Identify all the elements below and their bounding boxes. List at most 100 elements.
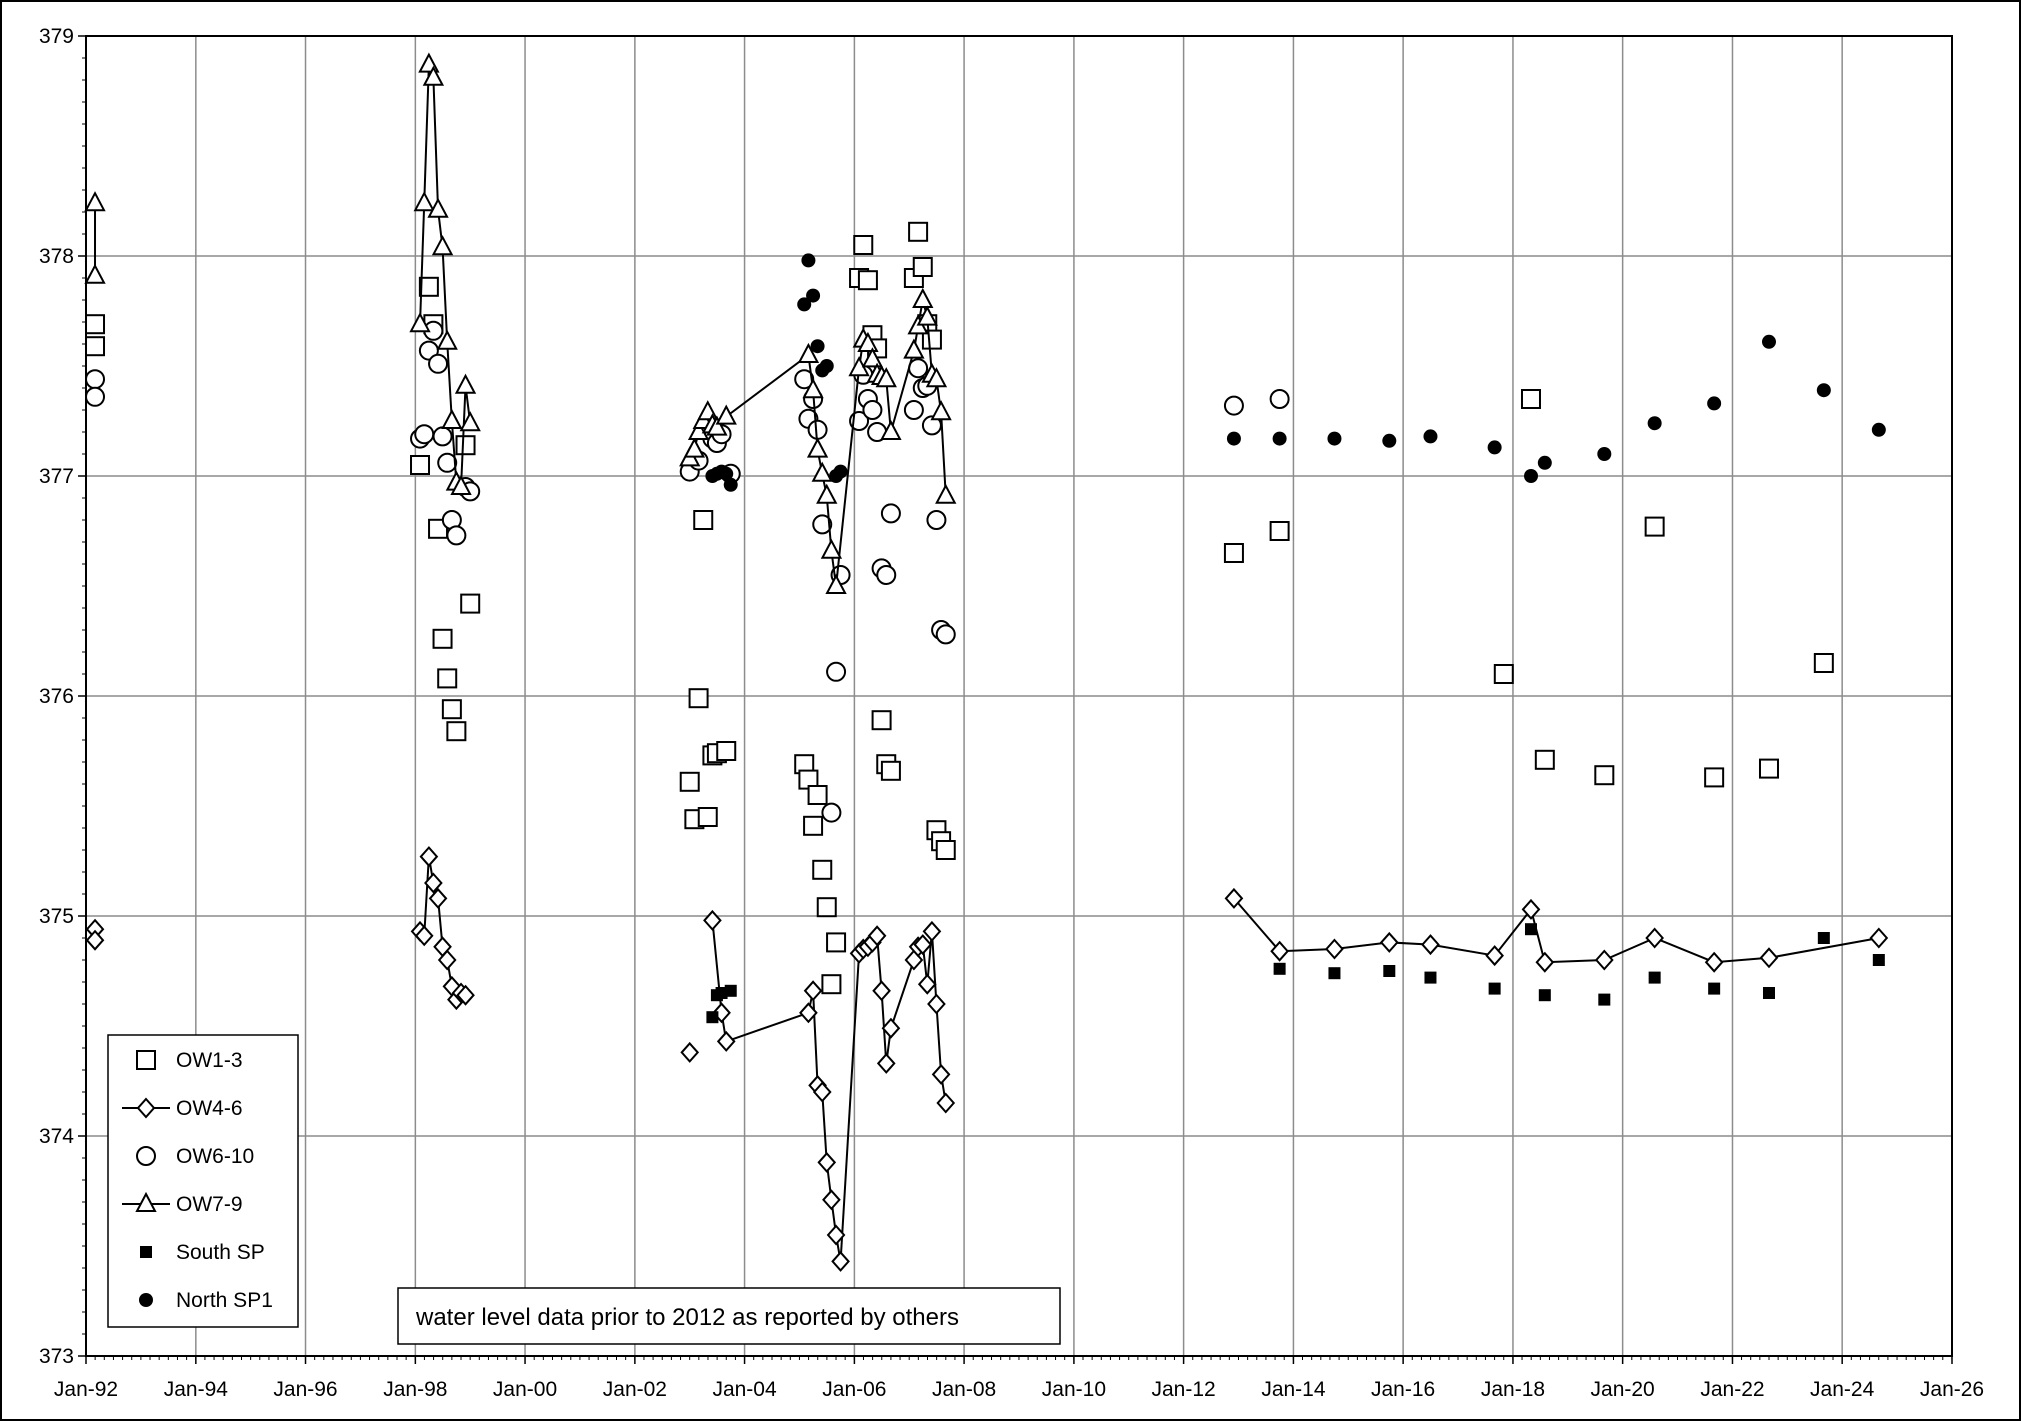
data-point-ow1-3 xyxy=(908,221,929,242)
data-point-north-sp1 xyxy=(810,339,825,354)
data-point-ow7-9 xyxy=(903,338,925,359)
data-point-ow1-3 xyxy=(807,785,828,805)
legend-item-ow1-3: OW1-3 xyxy=(136,1049,243,1072)
data-point-ow4-6 xyxy=(680,1041,700,1063)
x-axis-tick-labels: Jan-92 Jan-94 Jan-96 Jan-98 Jan-00 Jan-02 Jan-… xyxy=(54,1378,1984,1401)
data-point-ow4-6 xyxy=(931,1063,951,1085)
data-point-ow6-10 xyxy=(812,514,833,535)
data-point-ow1-3 xyxy=(432,628,453,649)
data-point-ow7-9 xyxy=(454,373,477,394)
data-point-ow7-9 xyxy=(84,263,106,284)
data-point-ow1-3 xyxy=(880,760,901,781)
data-point-ow1-3 xyxy=(1644,516,1665,537)
data-point-ow6-10 xyxy=(862,400,883,420)
data-point-south-sp xyxy=(1598,993,1611,1006)
data-point-ow4-6 xyxy=(799,1002,818,1024)
data-point-ow4-6 xyxy=(872,980,891,1002)
data-point-ow4-6 xyxy=(456,984,475,1006)
data-point-ow7-9 xyxy=(802,378,824,399)
data-point-ow7-9 xyxy=(683,437,706,458)
legend-marker-ow7-9 xyxy=(135,1191,157,1212)
legend-marker-ow4-6 xyxy=(136,1097,156,1119)
data-point-ow7-9 xyxy=(820,538,843,559)
legend-item-ow4-6: OW4-6 xyxy=(122,1097,243,1120)
data-point-north-sp1 xyxy=(833,464,848,479)
data-point-north-sp1 xyxy=(1647,416,1662,431)
data-point-ow7-9 xyxy=(935,483,957,504)
data-point-ow6-10 xyxy=(926,510,947,530)
series-line-ow7-9 xyxy=(419,64,472,490)
data-point-ow7-9 xyxy=(84,191,106,212)
legend-item-north-sp1: North SP1 xyxy=(139,1289,273,1312)
data-point-ow1-3 xyxy=(857,270,878,291)
series-ow1-3 xyxy=(85,221,1834,995)
data-point-ow1-3 xyxy=(816,897,837,918)
data-point-south-sp xyxy=(1538,989,1551,1002)
data-point-ow6-10 xyxy=(880,503,901,524)
data-point-ow7-9 xyxy=(861,347,884,368)
data-point-ow7-9 xyxy=(422,65,445,86)
data-point-ow7-9 xyxy=(441,408,463,429)
x-tick-label: Jan-98 xyxy=(383,1378,447,1401)
data-point-ow4-6 xyxy=(424,872,443,894)
legend-item-ow6-10: OW6-10 xyxy=(136,1145,254,1168)
data-point-ow7-9 xyxy=(875,367,897,388)
data-point-ow4-6 xyxy=(1759,947,1779,969)
x-tick-label: Jan-02 xyxy=(603,1378,667,1401)
data-point-ow1-3 xyxy=(1223,543,1244,563)
data-point-ow6-10 xyxy=(1223,395,1244,416)
data-point-ow6-10 xyxy=(428,353,449,374)
data-point-ow1-3 xyxy=(1493,664,1514,684)
legend: OW1-3 OW4-6 OW6-10 OW7-9 South SP North SP1 xyxy=(107,1034,299,1328)
data-point-north-sp1 xyxy=(1816,383,1831,398)
data-point-south-sp xyxy=(715,987,728,999)
data-point-ow1-3 xyxy=(697,807,718,827)
data-point-ow6-10 xyxy=(437,452,458,473)
data-point-ow6-10 xyxy=(414,424,435,445)
data-point-ow7-9 xyxy=(409,312,431,333)
data-point-north-sp1 xyxy=(1226,431,1241,446)
data-point-ow4-6 xyxy=(1379,931,1399,953)
data-point-ow7-9 xyxy=(431,235,454,256)
data-point-ow4-6 xyxy=(437,949,457,971)
data-point-south-sp xyxy=(1762,987,1775,999)
series-north-sp1 xyxy=(705,253,1886,492)
data-point-south-sp xyxy=(724,984,737,997)
data-point-ow7-9 xyxy=(916,305,938,326)
data-point-ow1-3 xyxy=(455,435,476,456)
data-point-ow7-9 xyxy=(825,573,847,594)
data-point-ow4-6 xyxy=(822,1189,841,1211)
data-point-ow1-3 xyxy=(935,840,956,860)
data-point-north-sp1 xyxy=(1487,440,1502,455)
data-point-ow7-9 xyxy=(930,400,952,421)
data-point-ow4-6 xyxy=(867,925,887,947)
axis-ticks xyxy=(78,35,1953,1364)
data-point-south-sp xyxy=(1488,982,1501,995)
data-point-ow1-3 xyxy=(1813,653,1834,673)
data-point-ow1-3 xyxy=(853,235,874,255)
series-ow7-9 xyxy=(84,52,957,594)
legend-marker-north-sp1 xyxy=(139,1293,153,1307)
data-point-ow1-3 xyxy=(1758,758,1779,779)
data-point-ow4-6 xyxy=(1704,951,1724,973)
x-tick-label: Jan-16 xyxy=(1371,1378,1435,1401)
data-point-ow6-10 xyxy=(935,624,956,645)
data-point-ow1-3 xyxy=(1269,521,1290,541)
data-point-north-sp1 xyxy=(1597,447,1612,461)
x-tick-label: Jan-92 xyxy=(54,1378,118,1401)
legend-label-ow4-6: OW4-6 xyxy=(176,1097,243,1120)
data-point-ow7-9 xyxy=(816,483,838,504)
data-point-ow4-6 xyxy=(936,1092,956,1114)
data-point-ow1-3 xyxy=(441,699,462,720)
data-point-ow6-10 xyxy=(1269,389,1290,409)
data-point-ow7-9 xyxy=(912,287,934,308)
data-point-ow7-9 xyxy=(857,331,879,352)
data-point-ow6-10 xyxy=(85,369,106,390)
data-point-ow7-9 xyxy=(687,419,710,440)
data-point-ow4-6 xyxy=(428,887,448,909)
x-tick-label: Jan-26 xyxy=(1920,1378,1984,1401)
data-point-ow1-3 xyxy=(688,688,709,709)
data-point-ow7-9 xyxy=(797,342,820,363)
x-tick-label: Jan-04 xyxy=(712,1378,777,1401)
